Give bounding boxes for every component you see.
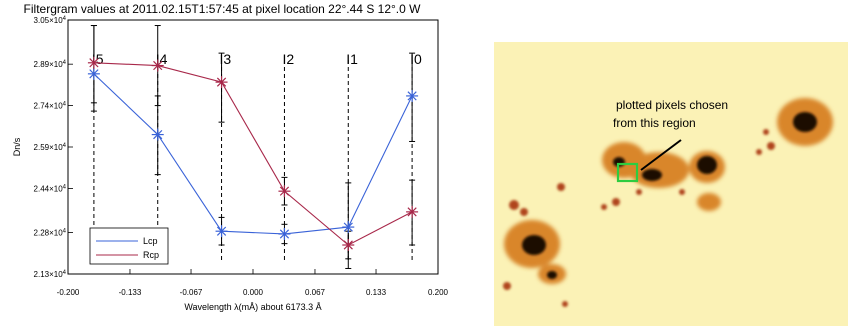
point-marker-stroke	[216, 226, 227, 236]
y-tick-label: 2.74×104	[34, 102, 67, 111]
data-point-rcp	[215, 76, 228, 89]
x-tick-label: -0.133	[119, 288, 142, 297]
annotation-line-2: from this region	[613, 116, 696, 130]
filter-label: I4	[156, 51, 168, 67]
y-tick-label: 2.13×104	[34, 270, 67, 279]
data-point-rcp	[406, 205, 419, 218]
point-marker-stroke	[343, 240, 353, 250]
data-point-lcp	[342, 221, 355, 234]
y-axis-label: Dn/s	[12, 137, 22, 156]
data-point-lcp	[215, 225, 228, 238]
x-axis-label: Wavelength λ(mÅ) about 6173.3 Å	[184, 302, 321, 312]
data-point-rcp	[278, 185, 291, 198]
y-tick-label: 2.59×104	[34, 143, 67, 152]
point-marker-stroke	[343, 222, 353, 232]
point-marker-stroke	[279, 229, 290, 239]
annotation-line-1: plotted pixels chosen	[616, 98, 728, 112]
legend: Lcp Rcp	[89, 227, 169, 265]
data-point-lcp	[87, 67, 100, 80]
x-tick-label: -0.067	[180, 288, 203, 297]
filter-label: I2	[282, 51, 294, 67]
data-point-lcp	[151, 128, 164, 141]
data-point-rcp	[151, 59, 164, 72]
series-markers	[87, 56, 419, 252]
point-marker-stroke	[89, 69, 99, 79]
legend-label-rcp: Rcp	[143, 250, 159, 260]
filter-label: I1	[346, 51, 358, 67]
point-marker-stroke	[153, 60, 163, 71]
x-tick-label: 0.000	[243, 288, 264, 297]
series-line-lcp	[93, 73, 413, 235]
sunspot-image: plotted pixels chosen from this region	[494, 42, 848, 326]
y-tick-label: 3.05×104	[34, 16, 67, 25]
filter-label: I3	[220, 51, 232, 67]
point-marker-stroke	[407, 207, 417, 217]
chart-title: Filtergram values at 2011.02.15T1:57:45 …	[24, 2, 422, 16]
y-tick-label: 2.44×104	[34, 184, 67, 193]
annotation-pointer	[640, 139, 682, 171]
data-point-lcp	[406, 89, 419, 102]
y-tick-label: 2.89×104	[34, 60, 67, 69]
data-point-rcp	[87, 56, 100, 69]
point-marker-stroke	[279, 186, 290, 196]
data-point-lcp	[278, 227, 291, 240]
y-tick-label: 2.28×104	[34, 229, 67, 238]
point-marker-stroke	[216, 77, 227, 87]
legend-box	[89, 227, 169, 265]
selected-pixels-box	[616, 162, 639, 183]
x-tick-label: 0.067	[305, 288, 326, 297]
point-marker-stroke	[153, 129, 163, 140]
legend-label-lcp: Lcp	[143, 236, 158, 246]
axis-ticks: 2.13×104 2.28×104 2.44×104 2.59×104 2.74×104…	[34, 16, 449, 297]
x-tick-label: 0.200	[428, 288, 449, 297]
x-tick-label: -0.200	[57, 288, 80, 297]
sunspot-image-panel: plotted pixels chosen from this region	[494, 42, 848, 326]
x-tick-label: 0.133	[366, 288, 387, 297]
series-line-rcp	[93, 62, 413, 246]
point-marker-stroke	[89, 58, 99, 68]
data-point-rcp	[342, 239, 355, 252]
series-lines	[93, 62, 413, 246]
filter-label: I0	[410, 51, 422, 67]
point-marker-stroke	[407, 91, 417, 101]
